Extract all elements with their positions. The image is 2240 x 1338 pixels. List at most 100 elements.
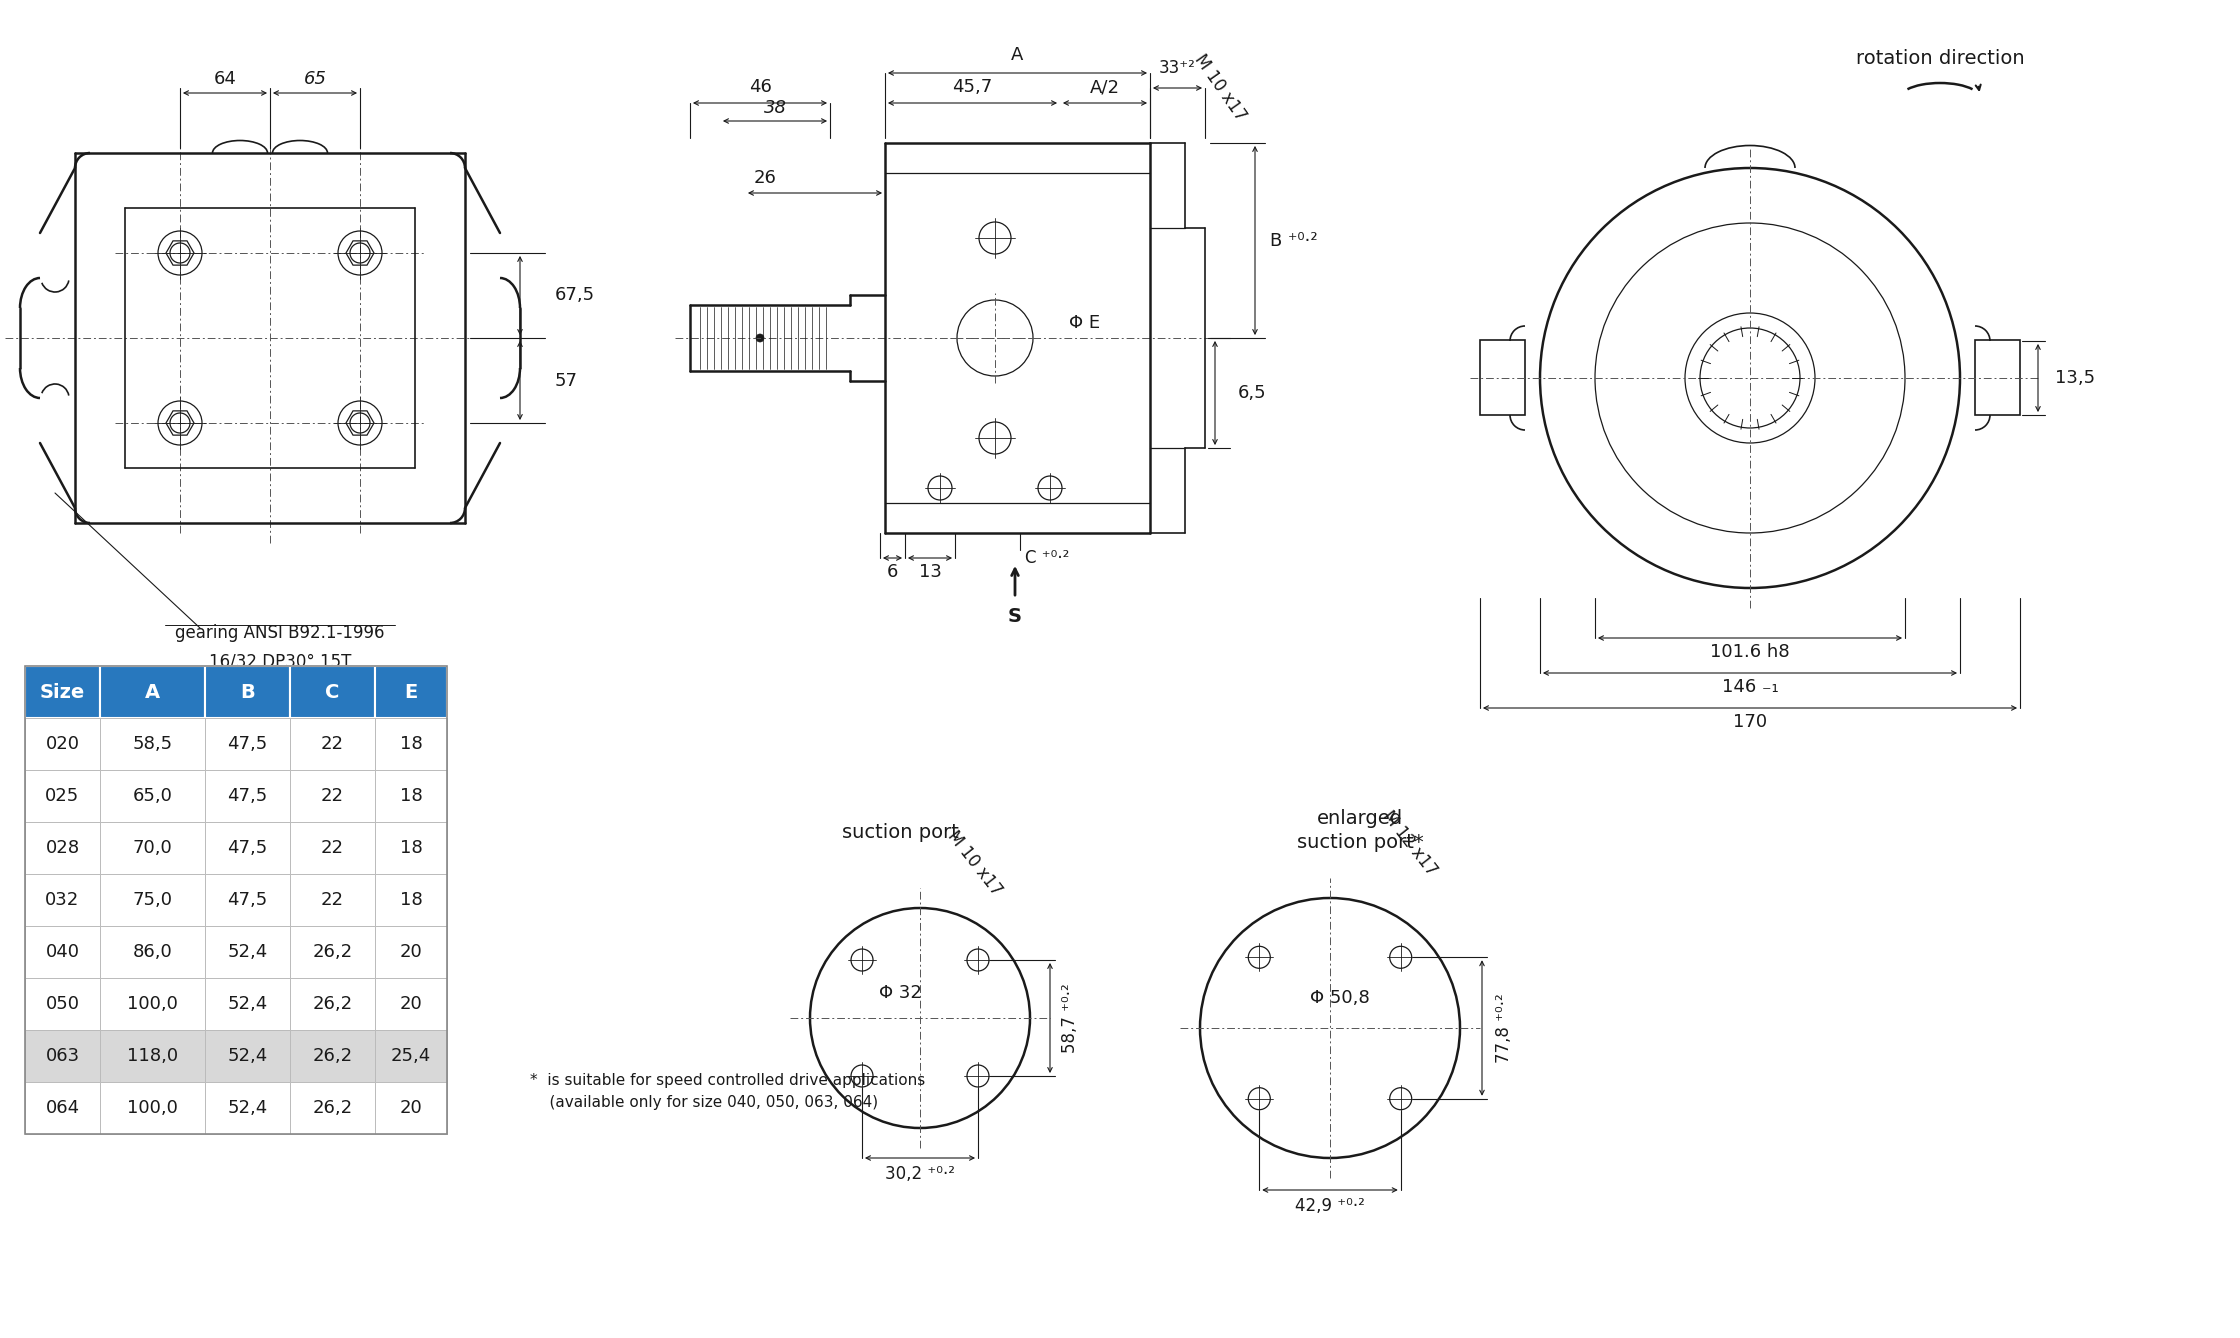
Bar	[25, 874, 101, 926]
Bar	[25, 822, 101, 874]
Text: 57: 57	[556, 372, 578, 389]
Bar	[289, 1030, 374, 1082]
Bar	[289, 1082, 374, 1135]
Text: Size: Size	[40, 682, 85, 701]
Text: 100,0: 100,0	[128, 1098, 177, 1117]
Bar	[101, 926, 206, 978]
Text: 26,2: 26,2	[311, 943, 352, 961]
Bar	[289, 666, 374, 719]
Text: 100,0: 100,0	[128, 995, 177, 1013]
Bar	[1481, 340, 1525, 415]
Text: 20: 20	[399, 995, 423, 1013]
Bar	[374, 822, 448, 874]
Bar	[1976, 340, 2020, 415]
Text: 16/32 DP30° 15T: 16/32 DP30° 15T	[208, 652, 352, 670]
Text: 65: 65	[302, 70, 327, 88]
Text: suction port: suction port	[842, 823, 959, 843]
Text: 26,2: 26,2	[311, 1048, 352, 1065]
Text: rotation direction: rotation direction	[1855, 48, 2025, 67]
Text: 18: 18	[399, 891, 423, 909]
Bar	[101, 769, 206, 822]
Bar	[289, 822, 374, 874]
Bar	[374, 1082, 448, 1135]
Text: 33⁺²: 33⁺²	[1158, 59, 1196, 78]
Text: M 12 x17: M 12 x17	[1380, 807, 1440, 879]
Text: 18: 18	[399, 787, 423, 805]
Text: E: E	[405, 682, 417, 701]
Bar	[25, 1082, 101, 1135]
Text: 47,5: 47,5	[228, 839, 267, 858]
Bar	[289, 926, 374, 978]
Bar	[25, 769, 101, 822]
Text: 13,5: 13,5	[2054, 369, 2094, 387]
Bar	[289, 978, 374, 1030]
Text: enlarged: enlarged	[1317, 808, 1402, 827]
Text: 38: 38	[764, 99, 786, 116]
Text: 118,0: 118,0	[128, 1048, 177, 1065]
Bar	[374, 769, 448, 822]
Bar	[206, 822, 289, 874]
Bar	[374, 978, 448, 1030]
Text: 20: 20	[399, 943, 423, 961]
Text: 52,4: 52,4	[228, 943, 267, 961]
Text: 25,4: 25,4	[390, 1048, 430, 1065]
Text: 67,5: 67,5	[556, 286, 596, 305]
Text: 6,5: 6,5	[1239, 384, 1266, 401]
Bar	[206, 769, 289, 822]
Bar	[101, 1030, 206, 1082]
Text: *  is suitable for speed controlled drive applications
    (available only for s: * is suitable for speed controlled drive…	[531, 1073, 925, 1111]
Text: 101.6 h8: 101.6 h8	[1709, 644, 1790, 661]
Text: 020: 020	[45, 735, 78, 753]
Bar	[25, 719, 101, 769]
Bar	[25, 978, 101, 1030]
Bar	[101, 978, 206, 1030]
Bar	[206, 874, 289, 926]
Bar	[101, 666, 206, 719]
Bar	[206, 1030, 289, 1082]
Text: 170: 170	[1734, 713, 1767, 731]
Bar	[206, 978, 289, 1030]
Text: 75,0: 75,0	[132, 891, 172, 909]
Circle shape	[755, 334, 764, 343]
Text: 032: 032	[45, 891, 81, 909]
Bar	[289, 769, 374, 822]
Text: C ⁺⁰·²: C ⁺⁰·²	[1026, 549, 1068, 567]
Text: 146 ₋₁: 146 ₋₁	[1723, 678, 1779, 696]
Text: 26,2: 26,2	[311, 995, 352, 1013]
Text: 52,4: 52,4	[228, 1098, 267, 1117]
Bar	[101, 719, 206, 769]
Bar	[374, 926, 448, 978]
Text: 18: 18	[399, 735, 423, 753]
Text: B ⁺⁰·²: B ⁺⁰·²	[1270, 231, 1317, 249]
Text: A: A	[1010, 45, 1024, 64]
Text: 42,9 ⁺⁰·²: 42,9 ⁺⁰·²	[1295, 1198, 1364, 1215]
Text: 22: 22	[320, 735, 345, 753]
Text: 025: 025	[45, 787, 81, 805]
Text: 18: 18	[399, 839, 423, 858]
Text: 65,0: 65,0	[132, 787, 172, 805]
Text: 45,7: 45,7	[952, 78, 992, 96]
Text: 22: 22	[320, 787, 345, 805]
Text: M 10 x17: M 10 x17	[1189, 51, 1250, 124]
Text: Φ E: Φ E	[1068, 314, 1100, 332]
Bar	[101, 874, 206, 926]
Bar	[206, 1082, 289, 1135]
Text: 22: 22	[320, 891, 345, 909]
Text: 064: 064	[45, 1098, 81, 1117]
Text: B: B	[240, 682, 255, 701]
Bar	[101, 822, 206, 874]
Text: 6: 6	[887, 563, 898, 581]
Text: 58,7 ⁺⁰·²: 58,7 ⁺⁰·²	[1062, 983, 1080, 1053]
Text: 47,5: 47,5	[228, 735, 267, 753]
Text: 52,4: 52,4	[228, 1048, 267, 1065]
Text: 52,4: 52,4	[228, 995, 267, 1013]
Bar	[25, 1030, 101, 1082]
Text: 050: 050	[45, 995, 78, 1013]
Text: 028: 028	[45, 839, 81, 858]
Text: 13: 13	[918, 563, 941, 581]
Text: gearing ANSI B92.1-1996: gearing ANSI B92.1-1996	[175, 624, 385, 642]
Bar	[289, 874, 374, 926]
Text: M 10 x17: M 10 x17	[945, 827, 1006, 899]
Text: 77,8 ⁺⁰·²: 77,8 ⁺⁰·²	[1494, 993, 1512, 1062]
Bar	[206, 926, 289, 978]
